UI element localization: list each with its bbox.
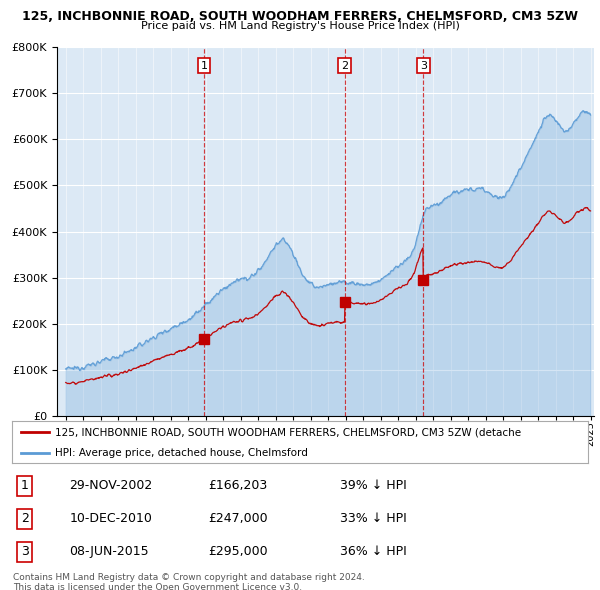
Text: This data is licensed under the Open Government Licence v3.0.: This data is licensed under the Open Gov… bbox=[13, 583, 302, 590]
Text: Price paid vs. HM Land Registry's House Price Index (HPI): Price paid vs. HM Land Registry's House … bbox=[140, 21, 460, 31]
Text: 08-JUN-2015: 08-JUN-2015 bbox=[70, 545, 149, 558]
Text: £295,000: £295,000 bbox=[208, 545, 268, 558]
Text: 3: 3 bbox=[420, 61, 427, 71]
Text: 10-DEC-2010: 10-DEC-2010 bbox=[70, 512, 152, 525]
Text: 33% ↓ HPI: 33% ↓ HPI bbox=[340, 512, 407, 525]
Text: 39% ↓ HPI: 39% ↓ HPI bbox=[340, 479, 407, 492]
Text: 36% ↓ HPI: 36% ↓ HPI bbox=[340, 545, 407, 558]
Text: 2: 2 bbox=[341, 61, 348, 71]
Text: Contains HM Land Registry data © Crown copyright and database right 2024.: Contains HM Land Registry data © Crown c… bbox=[13, 573, 365, 582]
Text: 3: 3 bbox=[21, 545, 29, 558]
Text: 1: 1 bbox=[200, 61, 208, 71]
Text: £247,000: £247,000 bbox=[208, 512, 268, 525]
Text: 125, INCHBONNIE ROAD, SOUTH WOODHAM FERRERS, CHELMSFORD, CM3 5ZW: 125, INCHBONNIE ROAD, SOUTH WOODHAM FERR… bbox=[22, 10, 578, 23]
Text: HPI: Average price, detached house, Chelmsford: HPI: Average price, detached house, Chel… bbox=[55, 448, 308, 457]
Text: 29-NOV-2002: 29-NOV-2002 bbox=[70, 479, 153, 492]
Text: 125, INCHBONNIE ROAD, SOUTH WOODHAM FERRERS, CHELMSFORD, CM3 5ZW (detache: 125, INCHBONNIE ROAD, SOUTH WOODHAM FERR… bbox=[55, 427, 521, 437]
Text: 1: 1 bbox=[21, 479, 29, 492]
Text: £166,203: £166,203 bbox=[208, 479, 267, 492]
Text: 2: 2 bbox=[21, 512, 29, 525]
